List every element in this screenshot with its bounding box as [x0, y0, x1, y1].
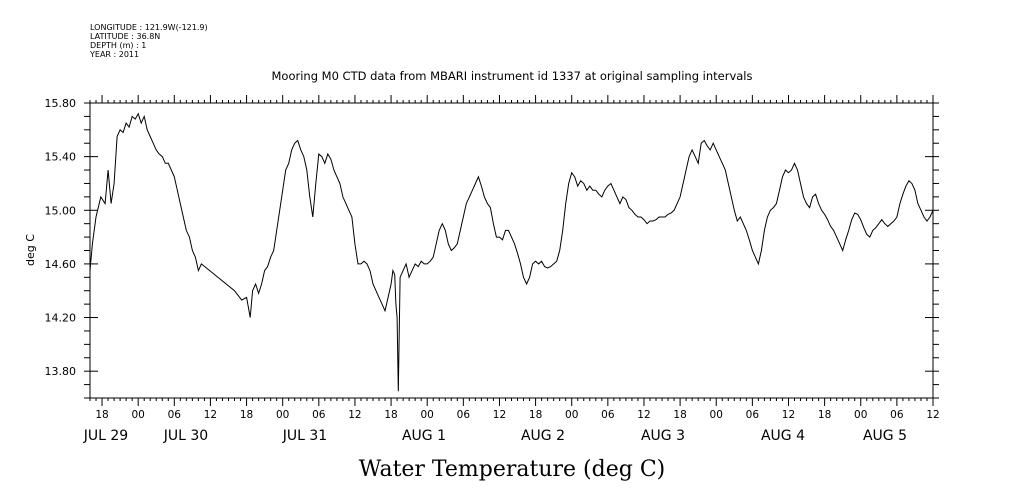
- y-tick-label: 14.20: [45, 312, 77, 325]
- x-hour-tick-label: 00: [710, 409, 723, 421]
- x-hour-tick-label: 12: [926, 409, 939, 421]
- x-date-label: AUG 1: [402, 428, 446, 444]
- x-hour-tick-label: 18: [529, 409, 542, 421]
- x-date-label: AUG 4: [761, 428, 805, 444]
- x-hour-tick-label: 12: [782, 409, 795, 421]
- x-hour-tick-label: 12: [204, 409, 217, 421]
- x-hour-tick-label: 12: [348, 409, 361, 421]
- x-hour-tick-label: 06: [168, 409, 182, 421]
- x-hour-tick-label: 06: [890, 409, 904, 421]
- meta-depth: DEPTH (m) : 1: [90, 41, 146, 50]
- metadata-block: LONGITUDE : 121.9W(-121.9) LATITUDE : 36…: [89, 23, 208, 59]
- x-hour-tick-label: 06: [746, 409, 760, 421]
- axis-ticks: [84, 95, 939, 406]
- x-date-label: AUG 5: [863, 428, 907, 444]
- chart-title: Mooring M0 CTD data from MBARI instrumen…: [272, 69, 753, 83]
- x-hour-tick-label: 18: [673, 409, 686, 421]
- x-date-label: JUL 29: [83, 428, 128, 444]
- plot-frame: [89, 102, 934, 399]
- x-axis-tick-labels: 18 00 06 12 18 00 06 12 18 00 06 12 18 00 06 12 18 00 06 12…: [83, 409, 940, 444]
- temperature-series-line: [89, 112, 934, 392]
- meta-year: YEAR : 2011: [89, 50, 139, 59]
- y-axis-tick-labels: 13.80 14.20 14.60 15.00 15.40 15.80: [45, 97, 77, 378]
- y-tick-label: 15.00: [45, 204, 77, 217]
- x-hour-tick-label: 00: [131, 409, 144, 421]
- x-hour-tick-label: 00: [276, 409, 289, 421]
- x-hour-tick-label: 06: [601, 409, 615, 421]
- meta-latitude: LATITUDE : 36.8N: [90, 32, 160, 41]
- x-hour-tick-label: 18: [818, 409, 831, 421]
- x-hour-tick-label: 00: [565, 409, 578, 421]
- x-hour-tick-label: 12: [637, 409, 650, 421]
- meta-longitude: LONGITUDE : 121.9W(-121.9): [90, 23, 208, 32]
- x-hour-tick-label: 06: [312, 409, 326, 421]
- x-hour-tick-label: 12: [493, 409, 506, 421]
- x-date-label: AUG 3: [641, 428, 685, 444]
- x-hour-tick-label: 00: [854, 409, 867, 421]
- x-date-label: JUL 31: [282, 428, 327, 444]
- y-tick-label: 15.80: [45, 97, 77, 110]
- x-hour-tick-label: 00: [421, 409, 434, 421]
- y-tick-label: 15.40: [45, 151, 77, 164]
- x-axis-label: Water Temperature (deg C): [359, 457, 666, 482]
- x-date-label: JUL 30: [163, 428, 208, 444]
- y-tick-label: 14.60: [45, 258, 77, 271]
- x-hour-tick-label: 18: [240, 409, 253, 421]
- x-hour-tick-label: 18: [384, 409, 397, 421]
- y-tick-label: 13.80: [45, 365, 77, 378]
- x-hour-tick-label: 06: [457, 409, 471, 421]
- x-date-label: AUG 2: [521, 428, 565, 444]
- x-hour-tick-label: 18: [95, 409, 108, 421]
- y-axis-label: deg C: [24, 234, 37, 266]
